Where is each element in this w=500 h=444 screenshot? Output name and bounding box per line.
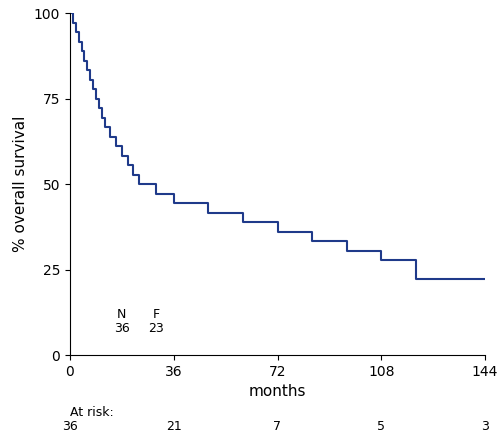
Text: 36: 36 (62, 420, 78, 433)
Text: 36: 36 (114, 322, 130, 335)
Y-axis label: % overall survival: % overall survival (14, 116, 28, 253)
Text: At risk:: At risk: (70, 406, 114, 420)
X-axis label: months: months (249, 385, 306, 400)
Text: 23: 23 (148, 322, 164, 335)
Text: F: F (153, 308, 160, 321)
Text: 5: 5 (378, 420, 385, 433)
Text: 3: 3 (481, 420, 489, 433)
Text: 21: 21 (166, 420, 182, 433)
Text: N: N (117, 308, 126, 321)
Text: 7: 7 (274, 420, 281, 433)
